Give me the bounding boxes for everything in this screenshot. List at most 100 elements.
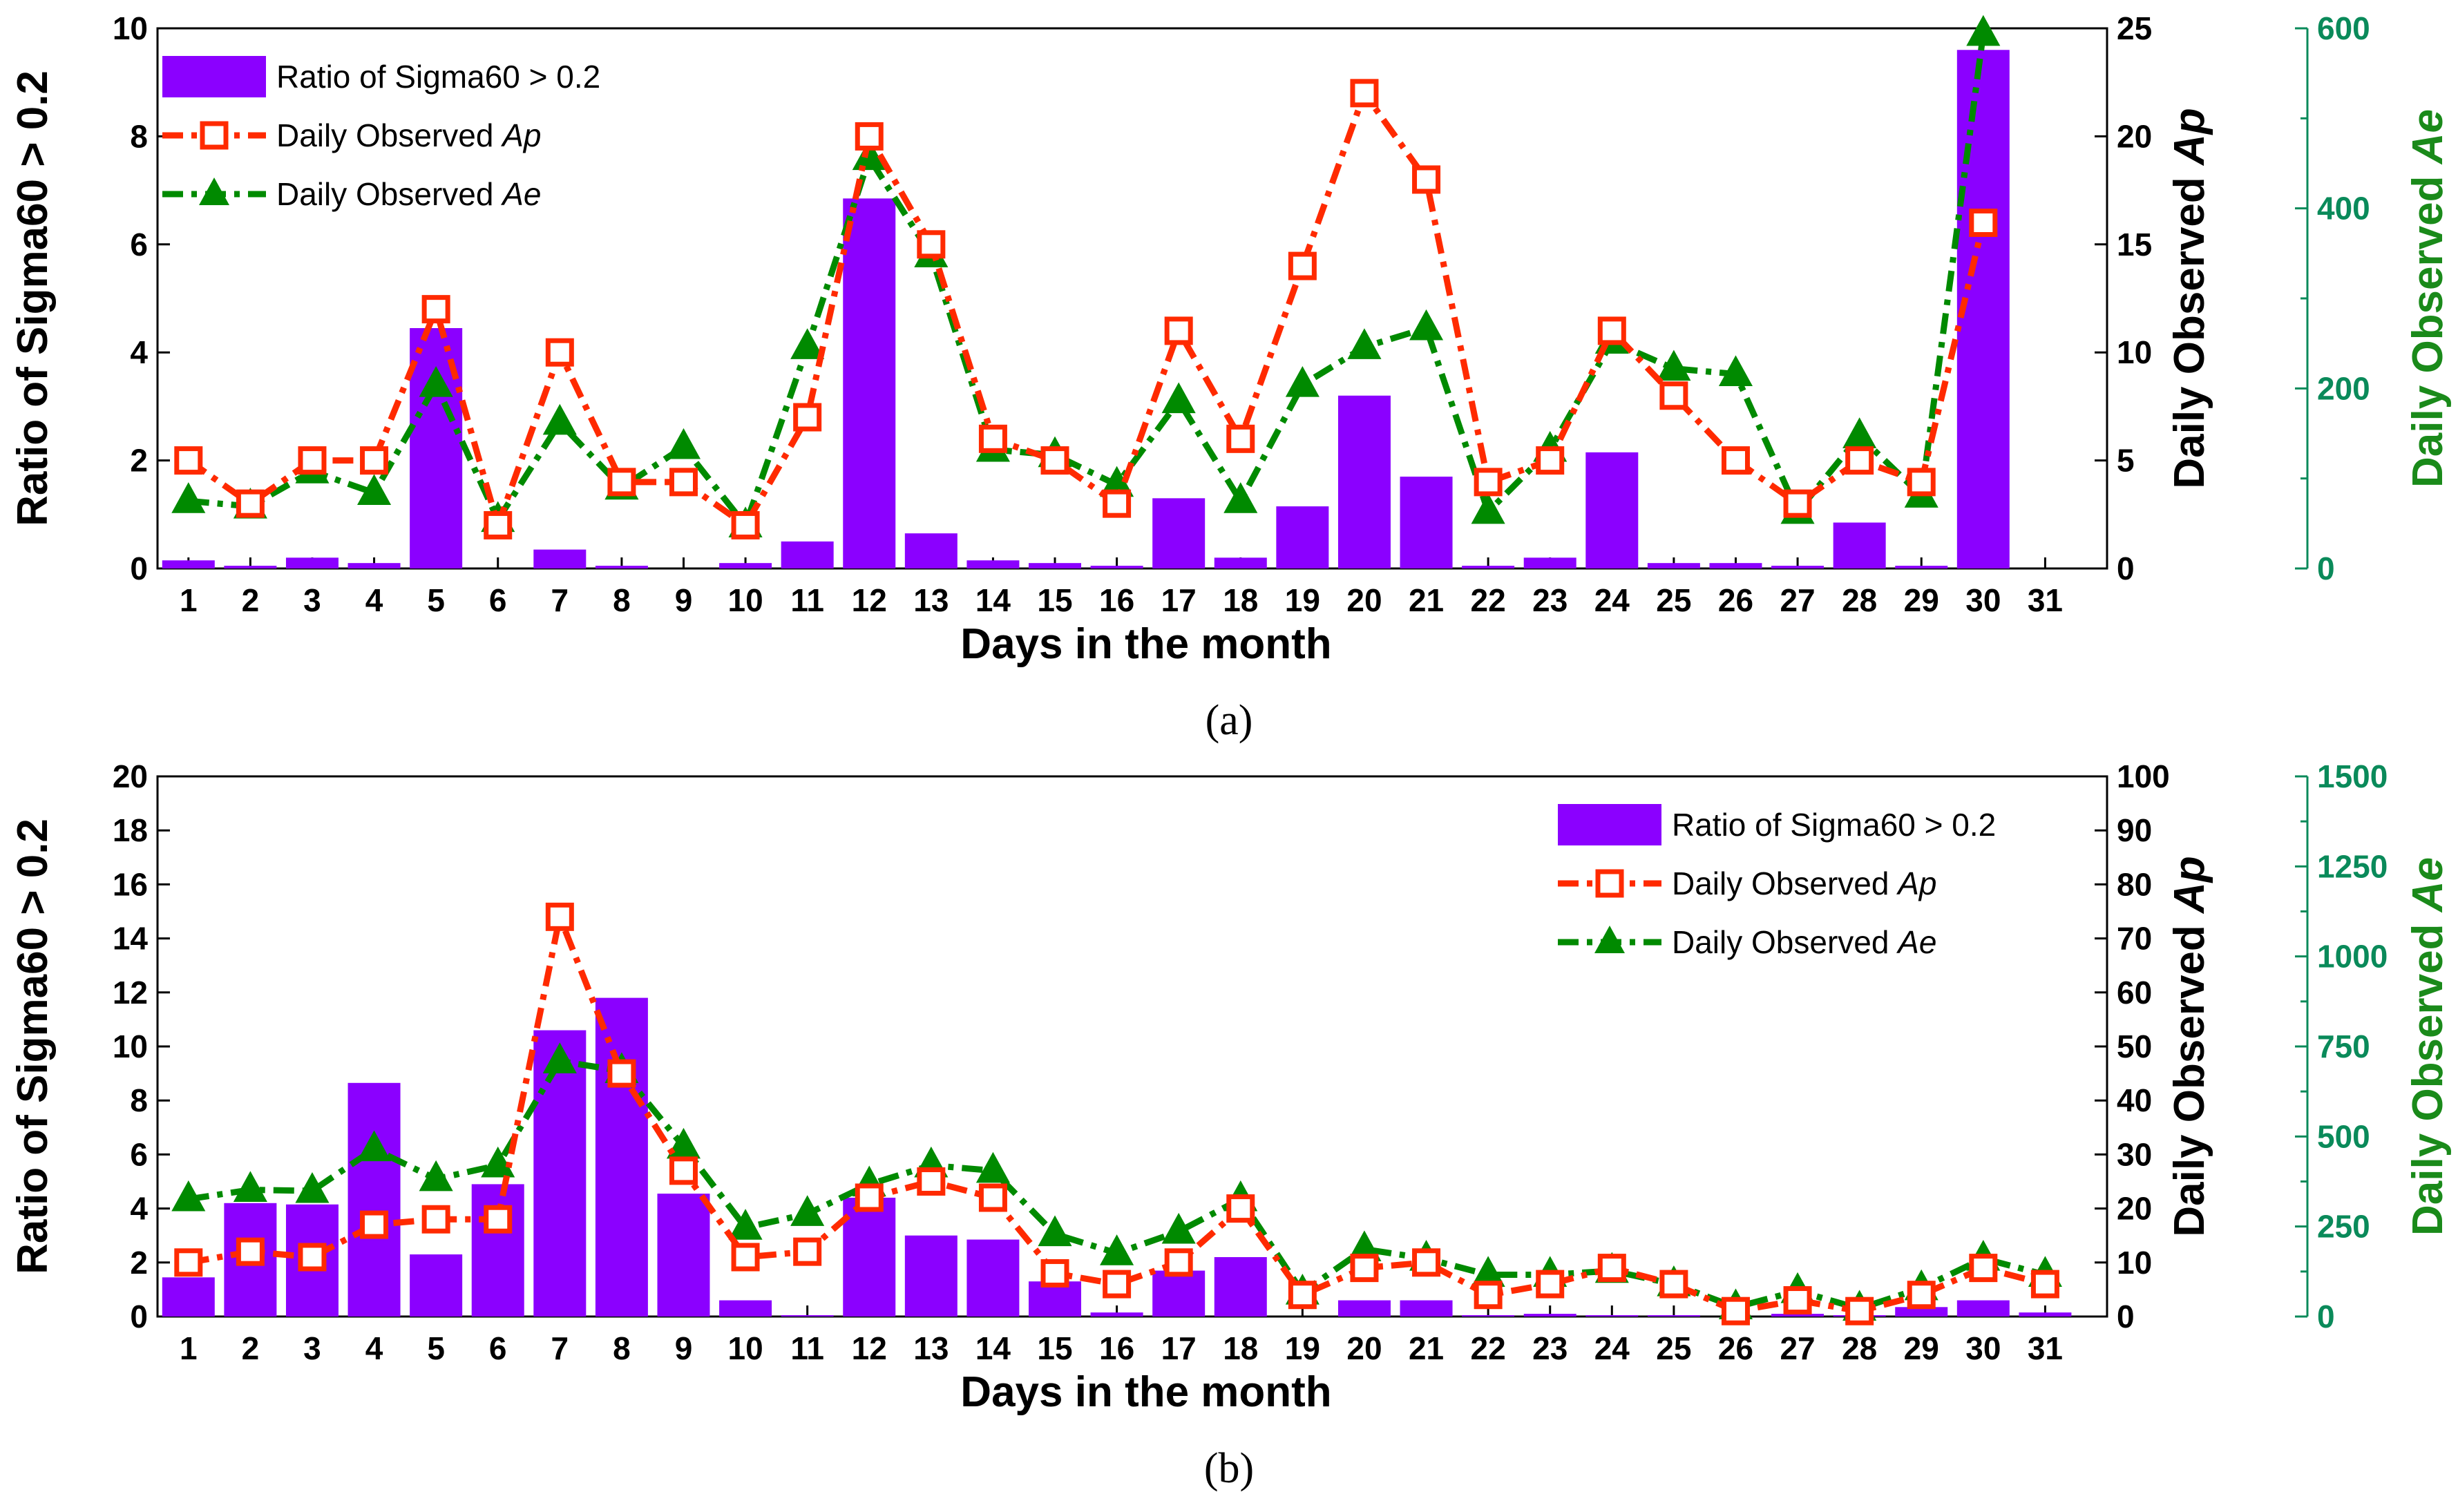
ap-marker-day-1: [174, 446, 203, 475]
ae-marker-day-22: [1471, 492, 1505, 524]
legend-label-text: Daily Observed: [1672, 865, 1898, 901]
bar-day-22: [1462, 566, 1515, 568]
bar-day-3: [285, 557, 339, 568]
ap-marker-day-31: [2030, 1270, 2059, 1299]
ap-marker-day-7: [545, 902, 574, 931]
ae-marker-day-14: [975, 1151, 1010, 1183]
x-tick-label: 11: [790, 582, 824, 618]
bar-day-13: [904, 1235, 958, 1317]
ap-marker-day-19: [1288, 251, 1317, 280]
ae-marker-day-10: [728, 1209, 763, 1240]
bar-day-11: [781, 541, 834, 568]
legend-triangle-marker: [1594, 926, 1625, 953]
ap-marker-day-5: [421, 295, 450, 324]
x-axis-label: Days in the month: [960, 620, 1331, 668]
ap-marker-day-8: [607, 1059, 636, 1088]
ae-marker-day-17: [1161, 382, 1196, 414]
y2-axis-label-italic: Ap: [2166, 108, 2213, 166]
x-tick-label: 27: [1780, 582, 1815, 618]
bar-day-21: [1400, 477, 1453, 568]
ae-marker-day-3: [295, 1171, 330, 1203]
y-tick-label: 6: [130, 227, 148, 262]
y-tick-label: 12: [113, 975, 148, 1011]
bar-day-28: [1833, 522, 1886, 568]
bar-day-14: [966, 1239, 1020, 1317]
x-tick-label: 6: [489, 582, 507, 618]
y3-tick-label: 250: [2317, 1209, 2370, 1245]
x-tick-label: 8: [613, 1330, 631, 1366]
legend-label-italic: Ae: [500, 176, 541, 212]
ae-marker-day-4: [357, 474, 392, 506]
legend-square-marker: [200, 121, 229, 150]
x-tick-label: 14: [975, 1330, 1011, 1366]
ap-marker-day-16: [1103, 1270, 1132, 1299]
ap-marker-day-29: [1907, 1281, 1936, 1310]
x-tick-label: 13: [913, 1330, 949, 1366]
ap-marker-day-14: [978, 1183, 1007, 1212]
x-tick-label: 14: [975, 582, 1011, 618]
ap-marker-day-7: [545, 338, 574, 367]
ap-marker-day-12: [855, 1183, 884, 1212]
x-tick-label: 18: [1223, 1330, 1258, 1366]
ae-marker-day-15: [1038, 1215, 1072, 1247]
ap-marker-day-2: [236, 489, 265, 518]
ae-marker-day-5: [419, 1160, 453, 1192]
x-tick-label: 31: [2028, 1330, 2063, 1366]
bar-day-15: [1029, 563, 1082, 568]
bar-day-16: [1090, 1312, 1143, 1317]
ae-marker-day-18: [1223, 482, 1258, 513]
legend-label-italic: Ap: [500, 117, 541, 153]
x-tick-label: 17: [1161, 582, 1197, 618]
legend-label: Daily Observed Ap: [1672, 865, 1937, 901]
ae-marker-day-19: [1285, 366, 1319, 397]
ae-marker-day-7: [542, 403, 577, 435]
ap-marker-day-13: [917, 1167, 946, 1196]
y-tick-label: 16: [113, 866, 148, 902]
y2-tick-label: 10: [2117, 334, 2152, 370]
x-tick-label: 11: [790, 1330, 824, 1366]
y3-tick-label: 600: [2317, 10, 2370, 46]
ap-marker-day-1: [174, 1248, 203, 1277]
ap-marker-day-18: [1226, 1194, 1255, 1223]
x-tick-label: 10: [727, 582, 763, 618]
bar-day-12: [843, 198, 896, 569]
ap-marker-day-18: [1226, 424, 1255, 453]
x-tick-label: 19: [1285, 582, 1320, 618]
y2-tick-label: 15: [2117, 227, 2152, 262]
bar-day-4: [347, 1082, 401, 1317]
bar-day-7: [533, 549, 587, 568]
legend-square-marker: [1595, 869, 1624, 898]
bar-day-18: [1214, 557, 1267, 568]
x-tick-label: 4: [365, 582, 383, 618]
legend: Ratio of Sigma60 > 0.2 Daily Observed ApD…: [1558, 804, 1996, 960]
x-tick-label: 26: [1718, 1330, 1753, 1366]
ae-marker-day-12: [852, 139, 886, 171]
ae-marker-day-5: [419, 366, 453, 397]
legend-label-text: Daily Observed: [276, 176, 502, 212]
x-tick-label: 23: [1532, 582, 1568, 618]
bar-day-23: [1523, 1314, 1576, 1317]
y-axis-label: Ratio of Sigma60 > 0.2: [9, 819, 57, 1274]
y3-axis-label-text: Daily Observed: [2404, 912, 2452, 1236]
ap-marker-day-26: [1721, 1296, 1750, 1326]
x-tick-label: 26: [1718, 582, 1753, 618]
y2-tick-label: 0: [2117, 1299, 2135, 1334]
ae-marker-day-11: [790, 1195, 825, 1226]
x-tick-label: 2: [242, 582, 260, 618]
x-tick-label: 10: [727, 1330, 763, 1366]
ae-marker-day-9: [666, 428, 701, 459]
y-tick-label: 10: [113, 1028, 148, 1064]
ap-marker-day-15: [1040, 1259, 1069, 1288]
legend-label: Ratio of Sigma60 > 0.2: [1672, 807, 1996, 843]
ap-marker-day-30: [1969, 209, 1998, 238]
caption: (b): [1204, 1445, 1254, 1492]
x-tick-label: 7: [551, 582, 569, 618]
bar-day-20: [1337, 395, 1391, 568]
x-tick-label: 28: [1842, 582, 1877, 618]
y-tick-label: 0: [130, 551, 148, 586]
legend-label-italic: Ap: [1896, 865, 1936, 901]
bar-day-29: [1895, 1307, 1948, 1317]
y2-axis-label: Daily Observed Ap: [2166, 856, 2213, 1236]
caption: (a): [1206, 697, 1253, 744]
